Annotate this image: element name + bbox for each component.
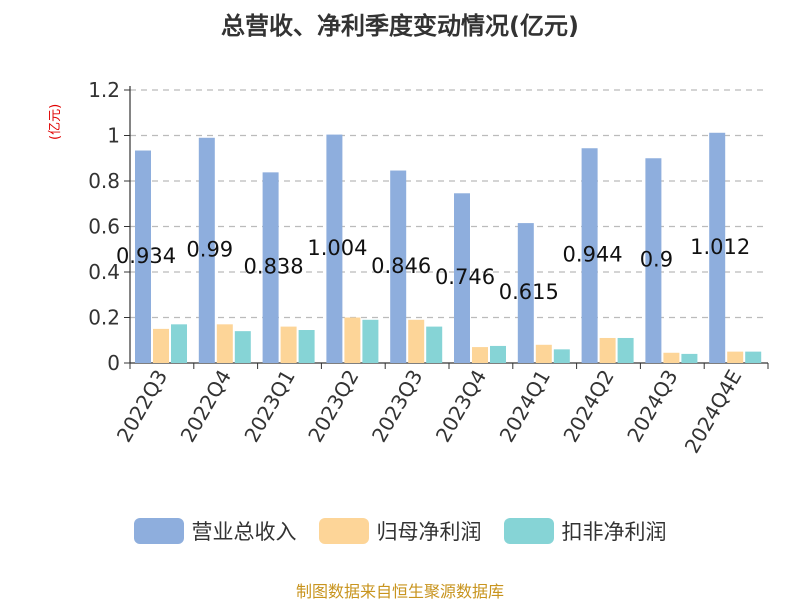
x-tick-label: 2024Q2 <box>558 366 618 447</box>
bar-net-profit <box>216 324 233 363</box>
data-label-revenue: 0.99 <box>186 237 233 261</box>
bar-deducted-profit <box>426 326 443 363</box>
data-label-revenue: 0.838 <box>244 255 304 279</box>
bar-revenue <box>581 148 598 363</box>
bar-revenue <box>390 170 407 363</box>
legend-swatch-net-profit <box>318 518 369 544</box>
bar-net-profit <box>727 351 744 363</box>
bar-revenue <box>326 134 343 363</box>
data-label-revenue: 0.615 <box>499 280 559 304</box>
x-tick-label: 2023Q3 <box>367 366 427 447</box>
legend-item-revenue[interactable]: 营业总收入 <box>133 516 297 546</box>
x-tick-label: 2023Q1 <box>239 366 299 447</box>
y-tick-label: 0.4 <box>88 260 120 284</box>
bar-net-profit <box>280 326 297 363</box>
bar-deducted-profit <box>298 330 315 363</box>
bar-revenue <box>709 132 726 363</box>
data-label-revenue: 0.746 <box>435 265 495 289</box>
y-tick-label: 0.2 <box>88 306 120 330</box>
bar-deducted-profit <box>362 319 379 363</box>
x-tick-label: 2023Q4 <box>431 366 491 447</box>
x-tick-label: 2024Q1 <box>495 366 555 447</box>
data-label-revenue: 0.944 <box>563 243 623 267</box>
data-label-revenue: 1.004 <box>307 236 367 260</box>
data-label-revenue: 0.9 <box>640 248 673 272</box>
bar-net-profit <box>599 337 616 363</box>
y-tick-label: 0 <box>107 351 120 375</box>
legend-label-net-profit: 归母净利润 <box>376 520 482 544</box>
x-tick-label: 2024Q4E <box>680 366 747 458</box>
x-tick-label: 2023Q2 <box>303 366 363 447</box>
bar-net-profit <box>663 352 680 363</box>
chart-title: 总营收、净利季度变动情况(亿元) <box>221 12 579 40</box>
data-label-revenue: 0.934 <box>116 244 176 268</box>
x-tick-label: 2024Q3 <box>622 366 682 447</box>
y-tick-label: 0.6 <box>88 215 120 239</box>
bar-deducted-profit <box>490 345 506 363</box>
bar-net-profit <box>408 319 425 363</box>
bar-deducted-profit <box>171 324 187 363</box>
bar-revenue <box>517 223 534 363</box>
bar-deducted-profit <box>745 351 762 363</box>
data-label-revenue: 0.846 <box>371 254 431 278</box>
y-tick-label: 0.8 <box>88 169 120 193</box>
bar-deducted-profit <box>681 353 698 363</box>
legend-item-net-profit[interactable]: 归母净利润 <box>318 516 482 546</box>
y-tick-label: 1 <box>107 124 120 148</box>
bar-revenue <box>135 150 151 363</box>
bar-revenue <box>262 172 279 363</box>
legend-swatch-revenue <box>133 518 184 544</box>
legend-label-deducted-profit: 扣非净利润 <box>561 520 667 544</box>
legend-swatch-deducted-profit <box>503 518 554 544</box>
legend: 营业总收入 归母净利润 扣非净利润 <box>0 516 800 546</box>
data-source-note: 制图数据来自恒生聚源数据库 <box>295 582 504 601</box>
bar-deducted-profit <box>617 337 634 363</box>
bar-deducted-profit <box>234 331 251 363</box>
x-tick-label: 2022Q3 <box>112 366 172 447</box>
bar-net-profit <box>344 317 361 363</box>
bar-revenue <box>645 158 662 363</box>
bar-revenue <box>454 193 470 363</box>
bar-deducted-profit <box>553 349 570 363</box>
legend-label-revenue: 营业总收入 <box>191 520 297 544</box>
bar-net-profit <box>535 344 552 363</box>
x-tick-label: 2022Q4 <box>176 366 236 447</box>
bar-net-profit <box>153 328 169 363</box>
legend-item-deducted-profit[interactable]: 扣非净利润 <box>503 516 667 546</box>
bar-net-profit <box>472 347 488 363</box>
data-label-revenue: 1.012 <box>690 235 750 259</box>
bar-revenue <box>198 137 215 363</box>
y-tick-label: 1.2 <box>88 78 120 102</box>
